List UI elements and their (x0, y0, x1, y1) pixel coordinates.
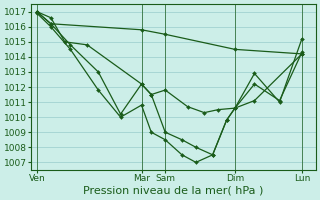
X-axis label: Pression niveau de la mer( hPa ): Pression niveau de la mer( hPa ) (84, 186, 264, 196)
